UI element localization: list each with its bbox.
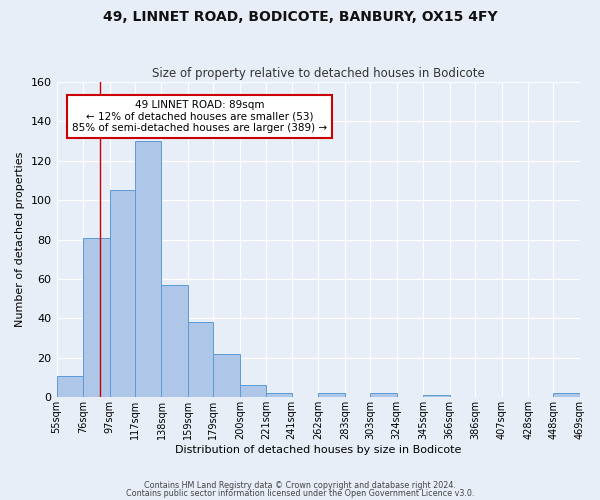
Text: 49, LINNET ROAD, BODICOTE, BANBURY, OX15 4FY: 49, LINNET ROAD, BODICOTE, BANBURY, OX15… [103, 10, 497, 24]
Bar [214, 354, 240, 398]
X-axis label: Distribution of detached houses by size in Bodicote: Distribution of detached houses by size … [175, 445, 461, 455]
Y-axis label: Number of detached properties: Number of detached properties [15, 152, 25, 328]
Bar [83, 238, 110, 398]
Bar [423, 396, 450, 398]
Bar [56, 376, 83, 398]
Bar [161, 285, 188, 398]
Bar [553, 394, 580, 398]
Title: Size of property relative to detached houses in Bodicote: Size of property relative to detached ho… [152, 66, 485, 80]
Text: 49 LINNET ROAD: 89sqm
← 12% of detached houses are smaller (53)
85% of semi-deta: 49 LINNET ROAD: 89sqm ← 12% of detached … [72, 100, 327, 133]
Bar [318, 394, 345, 398]
Bar [240, 386, 266, 398]
Bar [370, 394, 397, 398]
Bar [110, 190, 135, 398]
Text: Contains public sector information licensed under the Open Government Licence v3: Contains public sector information licen… [126, 488, 474, 498]
Bar [188, 322, 214, 398]
Text: Contains HM Land Registry data © Crown copyright and database right 2024.: Contains HM Land Registry data © Crown c… [144, 481, 456, 490]
Bar [135, 141, 161, 398]
Bar [266, 394, 292, 398]
